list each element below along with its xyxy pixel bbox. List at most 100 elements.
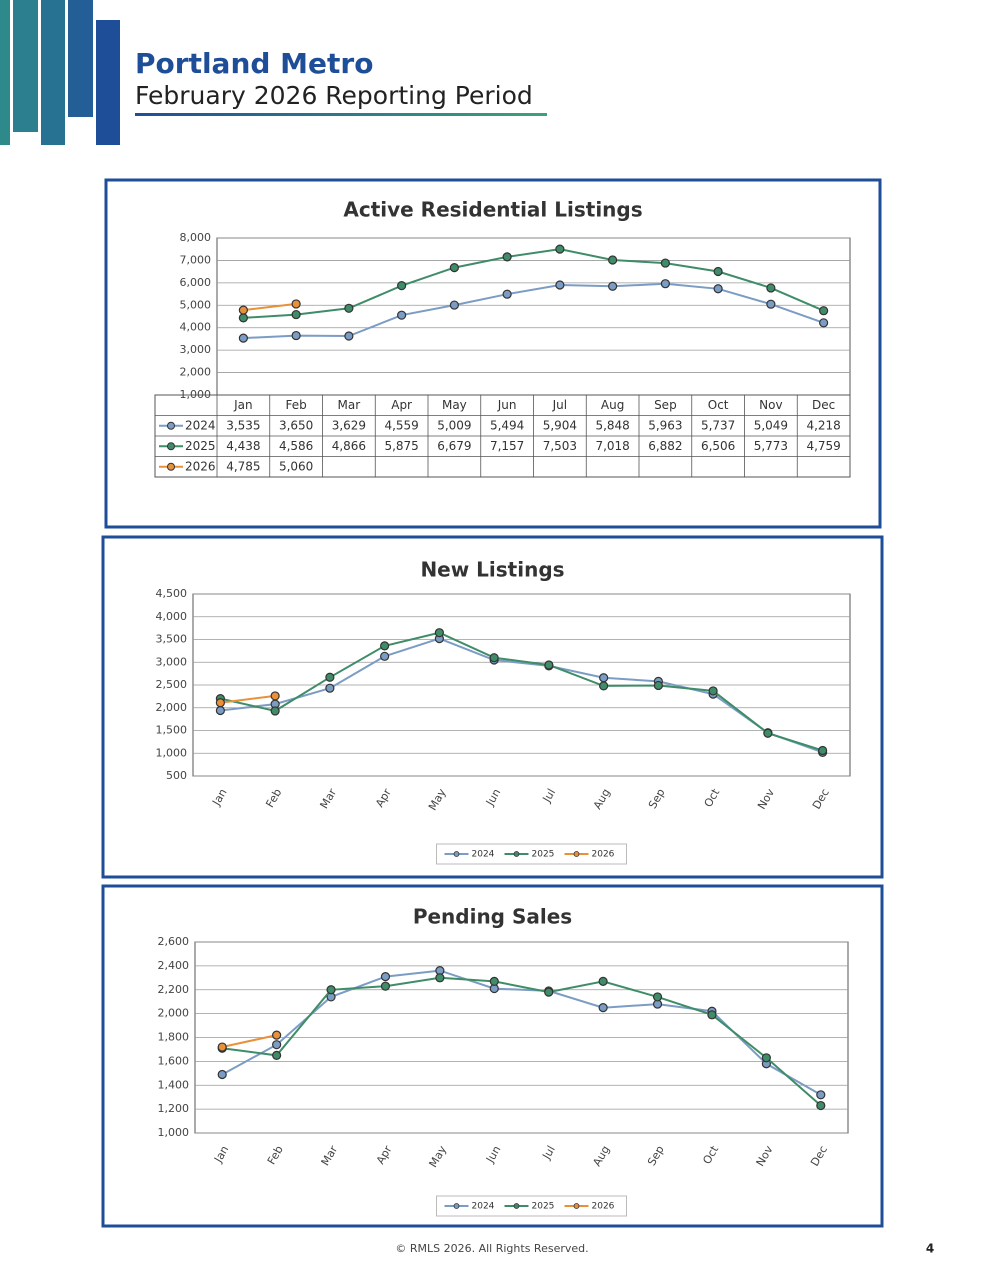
series-line (221, 969, 822, 1096)
series-line (220, 631, 823, 752)
y-tick-label: 1,400 (158, 1078, 190, 1091)
x-tick-label: Feb (286, 398, 307, 412)
table-value: 5,773 (754, 439, 788, 453)
x-tick-label: Jun (497, 398, 517, 412)
y-tick-label: 5,000 (180, 298, 212, 311)
table-value: 7,157 (490, 439, 524, 453)
legend-label: 2026 (185, 459, 216, 473)
y-tick-label: 2,000 (180, 366, 212, 379)
chart-title: Active Residential Listings (343, 198, 642, 222)
data-point (544, 660, 554, 670)
table-value: 5,060 (279, 459, 313, 473)
table-value: 5,875 (384, 439, 418, 453)
table-value: 4,586 (279, 439, 313, 453)
data-point (325, 683, 335, 693)
table-value: 4,785 (226, 459, 260, 473)
y-tick-label: 2,200 (158, 983, 190, 996)
y-tick-label: 6,000 (180, 276, 212, 289)
legend-label: 2024 (185, 418, 216, 432)
data-point (502, 252, 512, 262)
x-tick-label: Dec (812, 398, 835, 412)
data-point (766, 299, 776, 309)
table-value: 4,759 (806, 439, 840, 453)
y-tick-label: 1,500 (156, 724, 188, 737)
data-point (380, 972, 391, 982)
data-point (215, 705, 225, 716)
data-point (380, 981, 391, 991)
legend-marker (573, 851, 580, 857)
data-point (608, 281, 618, 291)
data-point (598, 1003, 608, 1013)
data-point (819, 318, 829, 328)
data-point (555, 244, 565, 254)
table-value: 3,650 (279, 418, 313, 432)
data-point (449, 300, 459, 310)
data-point (608, 255, 618, 265)
chart-title: Pending Sales (413, 905, 572, 929)
data-point (238, 305, 248, 315)
data-point (380, 651, 390, 661)
series-line (243, 248, 824, 319)
page-title: Portland Metro (135, 47, 373, 80)
table-value: 5,737 (701, 418, 735, 432)
x-tick-label: Oct (708, 398, 729, 412)
x-tick-label: Apr (391, 398, 412, 412)
table-value: 5,904 (543, 418, 577, 432)
table-value: 6,679 (437, 439, 471, 453)
data-point (489, 653, 499, 663)
table-value: 5,963 (648, 418, 682, 432)
series-line (243, 302, 297, 312)
data-point (599, 681, 609, 691)
data-point (766, 283, 776, 293)
y-tick-label: 4,500 (156, 587, 188, 600)
data-point (555, 280, 565, 290)
series-line (220, 694, 276, 704)
data-point (272, 1050, 282, 1061)
series-line (220, 637, 823, 754)
copyright: © RMLS 2026. All Rights Reserved. (395, 1242, 588, 1255)
y-tick-label: 2,400 (158, 959, 190, 972)
data-point (660, 279, 670, 289)
y-tick-label: 8,000 (180, 231, 212, 244)
data-point (270, 691, 280, 701)
data-point (708, 686, 718, 696)
data-point (502, 289, 512, 299)
data-point (397, 310, 407, 320)
table-value: 5,848 (595, 418, 629, 432)
table-value: 7,503 (543, 439, 577, 453)
data-point (761, 1053, 771, 1063)
data-point (599, 673, 609, 683)
y-tick-label: 1,600 (158, 1054, 190, 1067)
x-tick-label: Aug (601, 398, 624, 412)
data-point (660, 258, 670, 268)
legend-label: 2026 (592, 1202, 615, 1212)
y-tick-label: 1,000 (156, 746, 188, 759)
x-tick-label: Jul (540, 1144, 558, 1163)
data-point (344, 303, 354, 313)
header-rule (135, 113, 547, 116)
y-tick-label: 2,000 (158, 1007, 190, 1020)
data-point (325, 672, 335, 682)
table-value: 7,018 (595, 439, 629, 453)
x-tick-label: Jul (540, 787, 558, 806)
table-value: 5,009 (437, 418, 471, 432)
y-tick-label: 2,000 (156, 701, 188, 714)
y-tick-label: 3,500 (156, 633, 188, 646)
table-value: 4,438 (226, 439, 260, 453)
table-value: 5,494 (490, 418, 524, 432)
legend-label: 2026 (592, 850, 615, 860)
table-value: 3,535 (226, 418, 260, 432)
y-tick-label: 2,500 (156, 678, 188, 691)
x-tick-label: Jul (552, 398, 567, 412)
table-value: 4,218 (806, 418, 840, 432)
x-tick-label: Nov (759, 398, 782, 412)
y-tick-label: 1,200 (158, 1102, 190, 1115)
page-subtitle: February 2026 Reporting Period (135, 81, 533, 110)
legend-marker (513, 1203, 520, 1209)
data-point (544, 987, 554, 997)
legend-label: 2025 (532, 850, 555, 860)
data-point (713, 266, 723, 277)
y-tick-label: 2,600 (158, 935, 190, 948)
